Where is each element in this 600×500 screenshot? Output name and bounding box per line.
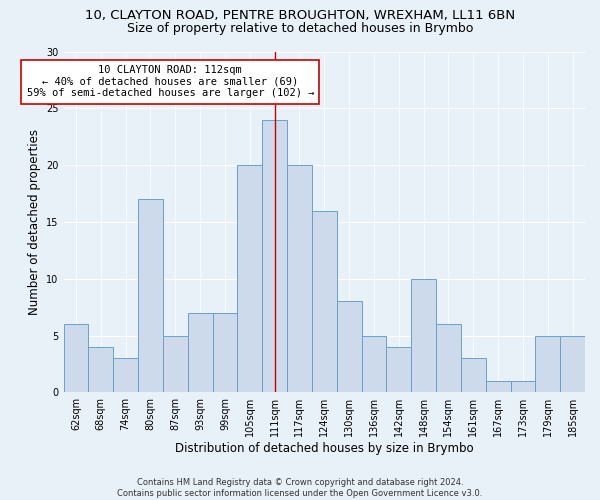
Bar [485, 381, 511, 392]
X-axis label: Distribution of detached houses by size in Brymbo: Distribution of detached houses by size … [175, 442, 473, 455]
Text: 10, CLAYTON ROAD, PENTRE BROUGHTON, WREXHAM, LL11 6BN: 10, CLAYTON ROAD, PENTRE BROUGHTON, WREX… [85, 9, 515, 22]
Bar [163, 336, 188, 392]
Bar [411, 278, 436, 392]
Bar [113, 358, 138, 392]
Bar [386, 347, 411, 393]
Text: Size of property relative to detached houses in Brymbo: Size of property relative to detached ho… [127, 22, 473, 35]
Bar [262, 120, 287, 392]
Bar [362, 336, 386, 392]
Bar [88, 347, 113, 393]
Bar [238, 165, 262, 392]
Bar [138, 199, 163, 392]
Bar [188, 313, 212, 392]
Bar [461, 358, 485, 392]
Bar [312, 210, 337, 392]
Bar [535, 336, 560, 392]
Bar [560, 336, 585, 392]
Bar [64, 324, 88, 392]
Y-axis label: Number of detached properties: Number of detached properties [28, 129, 41, 315]
Bar [436, 324, 461, 392]
Text: Contains HM Land Registry data © Crown copyright and database right 2024.
Contai: Contains HM Land Registry data © Crown c… [118, 478, 482, 498]
Bar [337, 302, 362, 392]
Bar [511, 381, 535, 392]
Text: 10 CLAYTON ROAD: 112sqm
← 40% of detached houses are smaller (69)
59% of semi-de: 10 CLAYTON ROAD: 112sqm ← 40% of detache… [26, 65, 314, 98]
Bar [212, 313, 238, 392]
Bar [287, 165, 312, 392]
